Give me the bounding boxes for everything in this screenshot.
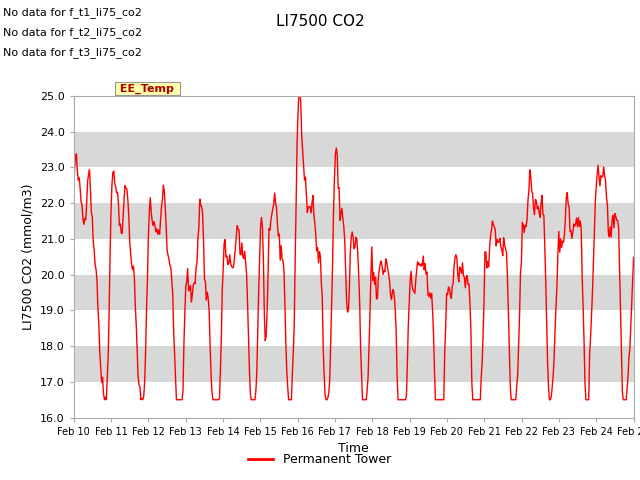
Y-axis label: LI7500 CO2 (mmol/m3): LI7500 CO2 (mmol/m3) — [21, 183, 34, 330]
Bar — [74, 311, 634, 346]
Text: No data for f_t3_li75_co2: No data for f_t3_li75_co2 — [3, 48, 142, 59]
Bar — [74, 346, 634, 382]
Bar — [74, 168, 634, 203]
Bar — [74, 203, 634, 239]
X-axis label: Time: Time — [338, 442, 369, 455]
Bar — [74, 275, 634, 311]
Legend: Permanent Tower: Permanent Tower — [243, 448, 397, 471]
Text: No data for f_t1_li75_co2: No data for f_t1_li75_co2 — [3, 7, 142, 18]
Text: EE_Temp: EE_Temp — [116, 84, 178, 94]
Bar — [74, 96, 634, 132]
Bar — [74, 132, 634, 168]
Bar — [74, 239, 634, 275]
Bar — [74, 382, 634, 418]
Text: No data for f_t2_li75_co2: No data for f_t2_li75_co2 — [3, 27, 142, 38]
Text: LI7500 CO2: LI7500 CO2 — [276, 14, 364, 29]
